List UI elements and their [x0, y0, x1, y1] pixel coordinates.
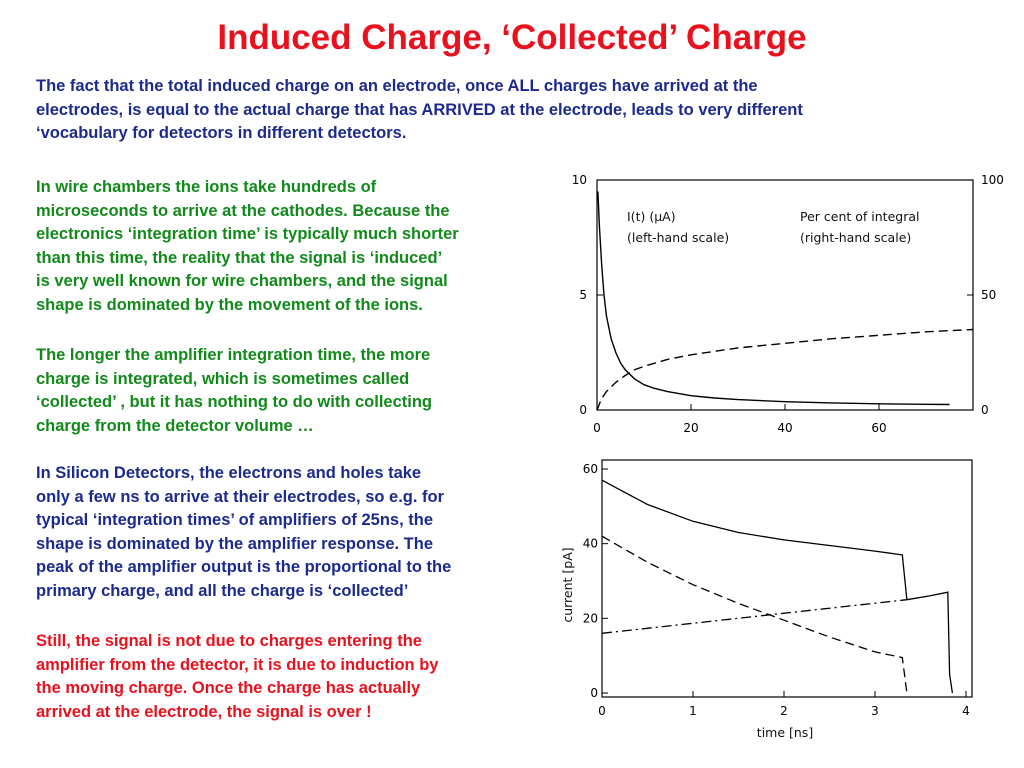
paragraph-line: ‘collected’ , but it has nothing to do w… [36, 393, 432, 411]
y-tick-label-left: 0 [579, 403, 587, 417]
y-tick-label: 40 [583, 537, 598, 551]
paragraph-line: typical ‘integration times’ of amplifier… [36, 511, 434, 529]
electron-current-curve [601, 535, 908, 694]
total-current-curve [601, 479, 954, 694]
paragraph-line: than this time, the reality that the sig… [36, 248, 443, 267]
x-tick-label: 4 [962, 704, 970, 718]
paragraph-line: is very well known for wire chambers, an… [36, 272, 448, 290]
y-tick-label-right: 100 [981, 173, 1004, 187]
plot-frame [601, 459, 973, 698]
paragraph-line: the moving charge. Once the charge has a… [36, 679, 421, 697]
paragraph-line: In Silicon Detectors, the electrons and … [36, 464, 422, 482]
y-tick-label-left: 5 [579, 288, 587, 302]
paragraph-line: charge is integrated, which is sometimes… [36, 369, 410, 388]
paragraph-line: electronics ‘integration time’ is typica… [36, 225, 459, 243]
x-tick-label: 20 [683, 421, 698, 435]
y-tick-label-right: 50 [981, 288, 996, 302]
legend-left-line1: I(t) (μA) [627, 209, 676, 224]
y-tick-label: 60 [583, 462, 598, 476]
paragraph-line: In wire chambers the ions take hundreds … [36, 178, 377, 196]
paragraph-line: arrived at the electrode, the signal is … [36, 702, 372, 721]
paragraph-line: primary charge, and all the charge is ‘c… [36, 581, 409, 600]
x-tick-label: 2 [780, 704, 788, 718]
wire-chamber-paragraph: In wire chambers the ions take hundreds … [36, 176, 551, 317]
x-tick-label: 60 [871, 421, 886, 435]
legend-left-line2: (left-hand scale) [627, 230, 729, 245]
x-tick-label: 0 [593, 421, 601, 435]
paragraph-line: peak of the amplifier output is the prop… [36, 558, 452, 576]
paragraph-line: only a few ns to arrive at their electro… [36, 487, 445, 506]
x-tick-label: 1 [689, 704, 697, 718]
x-tick-label: 40 [777, 421, 792, 435]
x-axis-label: time [ns] [757, 725, 813, 740]
integration-paragraph: The longer the amplifier integration tim… [36, 344, 551, 438]
intro-line: electrodes, is equal to the actual charg… [36, 100, 803, 119]
y-tick-label: 20 [583, 611, 598, 625]
paragraph-line: shape is dominated by the movement of th… [36, 295, 423, 314]
y-tick-label-right: 0 [981, 403, 989, 417]
intro-line: ‘vocabulary for detectors in different d… [36, 124, 407, 142]
legend-right-line2: (right-hand scale) [800, 230, 911, 245]
hole-current-curve [601, 599, 907, 634]
x-tick-label: 0 [598, 704, 606, 718]
intro-paragraph: The fact that the total induced charge o… [36, 75, 986, 146]
paragraph-line: Still, the signal is not due to charges … [36, 632, 422, 650]
conclusion-paragraph: Still, the signal is not due to charges … [36, 630, 551, 724]
paragraph-line: amplifier from the detector, it is due t… [36, 655, 439, 674]
y-axis-label: current [pA] [560, 547, 575, 622]
slide-title: Induced Charge, ‘Collected’ Charge [217, 18, 807, 57]
y-tick-label: 0 [590, 686, 598, 700]
current-curve [597, 191, 950, 406]
y-tick-label-left: 10 [572, 173, 587, 187]
legend-right-line1: Per cent of integral [800, 209, 919, 224]
paragraph-line: microseconds to arrive at the cathodes. … [36, 201, 450, 220]
intro-line: The fact that the total induced charge o… [36, 77, 758, 95]
paragraph-line: shape is dominated by the amplifier resp… [36, 534, 434, 553]
integral-percent-curve [596, 328, 974, 411]
x-tick-label: 3 [871, 704, 879, 718]
paragraph-line: charge from the detector volume … [36, 416, 314, 435]
silicon-paragraph: In Silicon Detectors, the electrons and … [36, 462, 551, 603]
paragraph-line: The longer the amplifier integration tim… [36, 346, 431, 364]
